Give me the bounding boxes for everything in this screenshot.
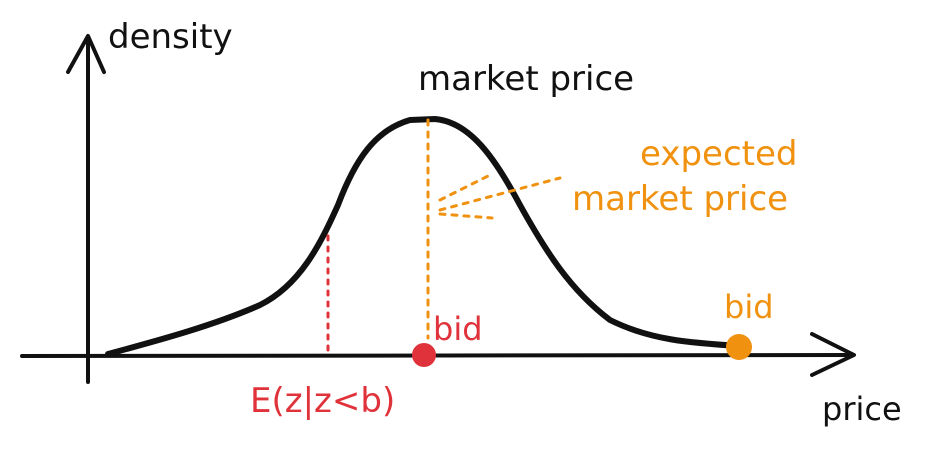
x-axis	[20, 332, 856, 377]
expected-price-pointer	[438, 173, 562, 220]
bid-label-red: bid	[433, 310, 483, 348]
density-curve	[105, 116, 743, 357]
market-price-label: market price	[418, 59, 634, 99]
bid-point-red	[412, 343, 436, 367]
expected-label-line1: expected	[640, 134, 797, 174]
bid-label-orange: bid	[724, 288, 774, 326]
y-axis-label: density	[108, 17, 233, 57]
expected-label-line2: market price	[572, 179, 788, 219]
conditional-expectation-label: E(z|z<b)	[250, 381, 395, 421]
y-axis	[66, 34, 106, 384]
x-axis-label: price	[822, 390, 902, 428]
bid-point-orange	[726, 334, 752, 360]
